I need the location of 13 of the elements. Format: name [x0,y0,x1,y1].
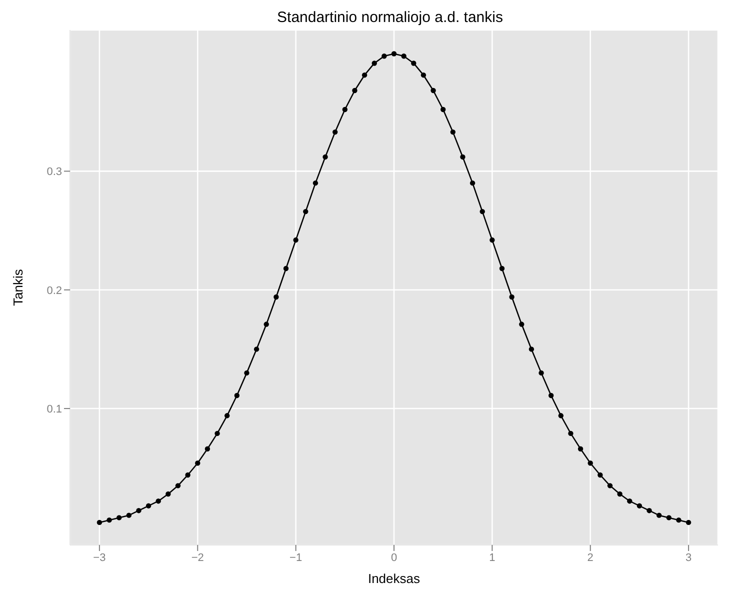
x-tick-label: −1 [290,552,302,564]
x-tick-label: 2 [587,552,594,564]
x-tick-label: −2 [191,552,204,564]
x-tick-label: −3 [93,552,106,564]
x-tick-label: 3 [685,552,692,564]
x-tick-label: 0 [390,552,398,564]
y-tick-label: 0.2 [46,284,62,297]
x-axis-title: Indeksas [368,571,421,586]
x-tick-label: 1 [489,552,496,564]
y-tick-label: 0.1 [46,403,62,416]
y-tick-label: 0.3 [46,166,62,178]
y-axis-title: Tankis [10,268,26,306]
chart-title: Standartinio normaliojo a.d. tankis [276,8,504,28]
